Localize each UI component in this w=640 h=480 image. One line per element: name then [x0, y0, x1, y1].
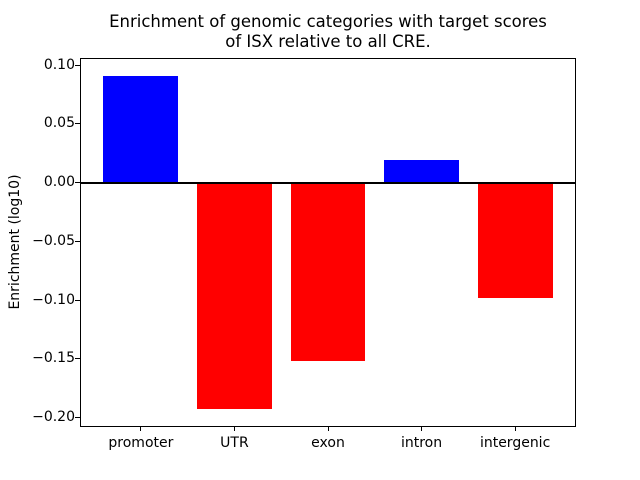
y-tick-mark: [75, 182, 80, 184]
bar-exon: [290, 182, 366, 362]
x-tick-mark: [140, 426, 142, 431]
y-tick-mark: [75, 123, 80, 125]
x-tick-label-exon: exon: [311, 435, 345, 451]
x-tick-label-intron: intron: [400, 435, 443, 451]
y-tick-label: 0.10: [43, 56, 75, 73]
y-tick-label: −0.10: [32, 291, 75, 308]
plot-area: 0.10 0.05 0.00 −0.05 −0.10 −0.15 −0.20 promoter…: [32, 57, 576, 451]
y-tick-label: 0.00: [43, 174, 75, 191]
bar-intron: [384, 160, 459, 183]
y-tick-mark: [75, 240, 80, 242]
y-tick-mark: [75, 358, 80, 360]
x-tick-mark: [514, 426, 516, 431]
y-tick-label: −0.20: [32, 409, 75, 426]
x-tick-label-UTR: UTR: [220, 435, 249, 451]
y-tick-label: −0.05: [32, 232, 75, 249]
x-tick-mark: [327, 426, 329, 431]
y-tick-mark: [75, 64, 80, 66]
chart-title: Enrichment of genomic categories with ta…: [109, 12, 547, 51]
x-tick-label-intergenic: intergenic: [479, 435, 551, 451]
x-tick-mark: [421, 426, 423, 431]
y-tick-label: 0.05: [43, 115, 75, 132]
x-tick-label-promoter: promoter: [108, 435, 174, 451]
y-tick-mark: [75, 299, 80, 301]
zero-line: [81, 181, 575, 184]
bar-UTR: [197, 182, 272, 410]
y-tick-label: −0.15: [32, 350, 75, 367]
bar-intergenic: [477, 182, 553, 298]
y-tick-mark: [75, 417, 80, 419]
x-tick-mark: [233, 426, 235, 431]
bar-promoter: [103, 75, 179, 183]
